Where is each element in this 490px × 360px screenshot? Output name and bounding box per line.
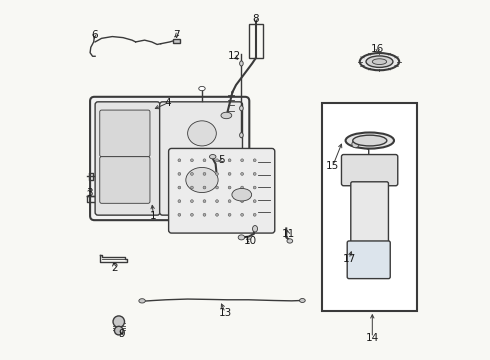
Circle shape: [203, 159, 206, 162]
Circle shape: [241, 200, 244, 203]
Text: 1: 1: [150, 211, 157, 221]
Ellipse shape: [345, 132, 394, 149]
Text: 12: 12: [228, 51, 241, 61]
Ellipse shape: [366, 56, 393, 67]
Ellipse shape: [252, 226, 258, 232]
Text: 8: 8: [252, 14, 259, 24]
Circle shape: [178, 172, 181, 175]
Ellipse shape: [210, 154, 216, 159]
Circle shape: [191, 159, 194, 162]
Circle shape: [241, 172, 244, 175]
Circle shape: [191, 186, 194, 189]
Circle shape: [216, 186, 219, 189]
Circle shape: [216, 172, 219, 175]
Text: 7: 7: [173, 30, 180, 40]
Circle shape: [113, 316, 124, 327]
Text: 15: 15: [326, 161, 340, 171]
Ellipse shape: [238, 235, 245, 240]
Bar: [173, 39, 180, 43]
Circle shape: [203, 200, 206, 203]
Circle shape: [216, 159, 219, 162]
Text: 17: 17: [343, 254, 356, 264]
Ellipse shape: [360, 53, 399, 70]
Circle shape: [253, 172, 256, 175]
Circle shape: [228, 213, 231, 216]
FancyBboxPatch shape: [100, 110, 150, 157]
Circle shape: [241, 213, 244, 216]
Circle shape: [203, 213, 206, 216]
Circle shape: [178, 159, 181, 162]
Circle shape: [115, 326, 123, 335]
Text: 16: 16: [371, 44, 384, 54]
Circle shape: [191, 213, 194, 216]
Circle shape: [228, 200, 231, 203]
Circle shape: [203, 172, 206, 175]
Ellipse shape: [240, 106, 243, 111]
FancyBboxPatch shape: [347, 241, 390, 279]
Text: 11: 11: [281, 229, 294, 239]
Ellipse shape: [139, 299, 146, 303]
Text: 3: 3: [86, 188, 92, 198]
FancyBboxPatch shape: [169, 148, 275, 233]
Ellipse shape: [186, 167, 218, 193]
Circle shape: [253, 186, 256, 189]
Circle shape: [352, 140, 359, 148]
Circle shape: [228, 186, 231, 189]
Circle shape: [203, 186, 206, 189]
Bar: [248, 24, 263, 58]
Circle shape: [216, 200, 219, 203]
FancyBboxPatch shape: [100, 157, 150, 203]
Ellipse shape: [188, 121, 216, 146]
Circle shape: [178, 186, 181, 189]
Text: 4: 4: [165, 98, 171, 108]
Circle shape: [228, 172, 231, 175]
Text: 14: 14: [366, 333, 379, 343]
Circle shape: [241, 186, 244, 189]
FancyBboxPatch shape: [95, 102, 160, 215]
Ellipse shape: [199, 86, 205, 91]
Ellipse shape: [287, 239, 293, 243]
Text: 5: 5: [219, 155, 225, 165]
Text: 10: 10: [244, 236, 257, 246]
Circle shape: [191, 172, 194, 175]
Circle shape: [253, 159, 256, 162]
Text: 13: 13: [219, 308, 232, 318]
Text: 2: 2: [111, 263, 118, 273]
Circle shape: [191, 200, 194, 203]
Ellipse shape: [353, 135, 387, 146]
Ellipse shape: [372, 59, 387, 64]
FancyBboxPatch shape: [342, 154, 398, 186]
Bar: [322, 103, 417, 311]
Ellipse shape: [232, 188, 252, 201]
Ellipse shape: [221, 112, 232, 119]
Circle shape: [253, 213, 256, 216]
Circle shape: [178, 200, 181, 203]
Ellipse shape: [240, 133, 243, 138]
Text: 9: 9: [118, 329, 124, 339]
Circle shape: [241, 159, 244, 162]
Circle shape: [216, 213, 219, 216]
FancyBboxPatch shape: [90, 97, 249, 220]
Circle shape: [228, 159, 231, 162]
Text: 6: 6: [91, 30, 98, 40]
Circle shape: [178, 213, 181, 216]
Ellipse shape: [299, 298, 305, 302]
Circle shape: [253, 200, 256, 203]
FancyBboxPatch shape: [351, 182, 389, 244]
Ellipse shape: [240, 61, 243, 66]
FancyBboxPatch shape: [160, 102, 243, 215]
